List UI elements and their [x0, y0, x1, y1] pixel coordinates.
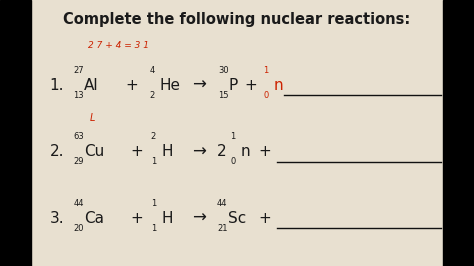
Text: 21: 21 — [217, 224, 228, 233]
Text: Sc: Sc — [228, 211, 246, 226]
Text: 2: 2 — [149, 91, 155, 100]
Bar — [443, 0, 474, 266]
Text: 2: 2 — [151, 132, 156, 142]
Text: 27: 27 — [73, 66, 84, 75]
Text: +: + — [130, 144, 143, 159]
Text: 44: 44 — [73, 199, 84, 208]
Text: 1: 1 — [230, 132, 236, 142]
Text: L: L — [90, 113, 95, 123]
Text: H: H — [161, 211, 173, 226]
Text: He: He — [160, 78, 181, 93]
Text: 13: 13 — [73, 91, 84, 100]
Text: 0: 0 — [230, 157, 236, 166]
Text: 63: 63 — [73, 132, 84, 142]
Text: →: → — [192, 76, 206, 94]
Text: n: n — [273, 78, 283, 93]
Text: 2 7 + 4 = 3 1: 2 7 + 4 = 3 1 — [88, 41, 149, 50]
Text: 2: 2 — [217, 144, 227, 159]
Text: Complete the following nuclear reactions:: Complete the following nuclear reactions… — [64, 12, 410, 27]
Text: 2.: 2. — [50, 144, 64, 159]
Text: 29: 29 — [73, 157, 84, 166]
Text: Al: Al — [84, 78, 99, 93]
Text: +: + — [126, 78, 138, 93]
Text: 30: 30 — [218, 66, 228, 75]
Bar — [0, 0, 31, 266]
Text: 3.: 3. — [50, 211, 64, 226]
Text: 15: 15 — [218, 91, 228, 100]
Text: 1: 1 — [263, 66, 268, 75]
Text: 0: 0 — [263, 91, 268, 100]
Text: H: H — [161, 144, 173, 159]
Text: 1: 1 — [151, 157, 156, 166]
Text: 1: 1 — [151, 224, 156, 233]
Text: n: n — [241, 144, 250, 159]
Text: →: → — [192, 209, 206, 227]
Text: 44: 44 — [217, 199, 228, 208]
Text: P: P — [228, 78, 238, 93]
Text: +: + — [258, 211, 271, 226]
Text: 20: 20 — [73, 224, 84, 233]
Text: +: + — [258, 144, 271, 159]
Text: Cu: Cu — [84, 144, 104, 159]
Text: 4: 4 — [149, 66, 155, 75]
Text: Ca: Ca — [84, 211, 104, 226]
Text: +: + — [244, 78, 257, 93]
Text: →: → — [192, 143, 206, 161]
Text: 1: 1 — [151, 199, 156, 208]
Text: +: + — [130, 211, 143, 226]
Text: 1.: 1. — [50, 78, 64, 93]
